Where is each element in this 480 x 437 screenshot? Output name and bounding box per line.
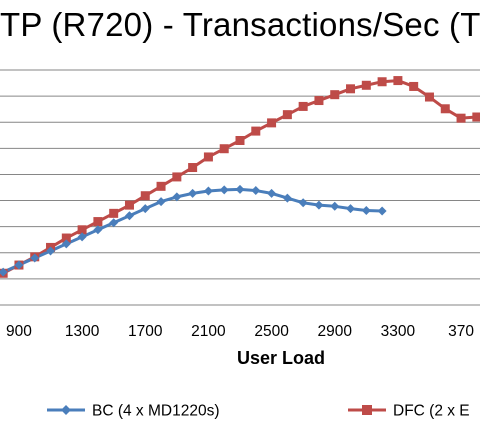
data-point-dfc xyxy=(456,113,466,123)
gridlines xyxy=(0,69,480,306)
legend: BC (4 x MD1220s) DFC (2 x E xyxy=(47,403,470,420)
data-point-bc xyxy=(93,225,103,235)
data-point-dfc xyxy=(377,77,387,87)
data-point-bc xyxy=(314,200,324,210)
data-point-dfc xyxy=(203,152,213,162)
data-point-bc xyxy=(0,267,8,277)
data-point-bc xyxy=(188,188,198,198)
data-point-bc xyxy=(361,206,371,216)
data-point-dfc xyxy=(298,101,308,111)
data-point-bc xyxy=(298,198,308,208)
x-tick-label: 1300 xyxy=(65,323,100,340)
data-point-bc xyxy=(156,197,166,207)
legend-label-bc: BC (4 x MD1220s) xyxy=(92,403,219,420)
x-tick-label: 2500 xyxy=(254,323,289,340)
data-point-bc xyxy=(251,186,261,196)
series-markers xyxy=(0,76,480,278)
data-point-bc xyxy=(267,188,277,198)
data-point-dfc xyxy=(109,208,119,218)
data-point-bc xyxy=(377,206,387,216)
x-axis-ticks: 900 1300 1700 2100 2500 2900 3300 370 xyxy=(6,323,474,340)
data-point-dfc xyxy=(93,217,103,227)
data-point-dfc xyxy=(140,191,150,201)
data-point-bc xyxy=(77,232,87,242)
chart-title: TP (R720) - Transactions/Sec (T xyxy=(0,6,480,43)
data-point-dfc xyxy=(282,110,292,120)
data-point-bc xyxy=(61,239,71,249)
data-point-dfc xyxy=(172,172,182,182)
legend-marker-bc xyxy=(61,405,71,415)
data-point-dfc xyxy=(346,84,356,94)
legend-label-dfc: DFC (2 x E xyxy=(393,403,470,420)
x-tick-label: 1700 xyxy=(128,323,163,340)
data-point-dfc xyxy=(219,144,229,154)
data-point-bc xyxy=(46,246,56,256)
data-point-dfc xyxy=(77,225,87,235)
data-point-bc xyxy=(282,193,292,203)
x-tick-label: 2900 xyxy=(317,323,352,340)
data-point-dfc xyxy=(124,200,134,210)
data-point-dfc xyxy=(424,92,434,102)
data-point-dfc xyxy=(393,76,403,86)
data-point-dfc xyxy=(156,181,166,191)
x-tick-label: 370 xyxy=(448,323,474,340)
data-point-dfc xyxy=(409,81,419,91)
data-point-dfc xyxy=(61,233,71,243)
data-point-bc xyxy=(203,186,213,196)
data-point-bc xyxy=(30,253,40,263)
data-point-bc xyxy=(124,211,134,221)
series-lines xyxy=(2,79,477,275)
legend-marker-dfc xyxy=(362,405,372,415)
data-point-dfc xyxy=(440,104,450,114)
series-line-dfc xyxy=(2,79,477,275)
data-point-dfc xyxy=(251,126,261,136)
data-point-bc xyxy=(14,260,24,270)
data-point-bc xyxy=(109,218,119,228)
series-line-bc xyxy=(2,187,383,274)
x-axis-title: User Load xyxy=(237,348,325,368)
data-point-bc xyxy=(330,201,340,211)
data-point-bc xyxy=(346,204,356,214)
data-point-bc xyxy=(219,185,229,195)
data-point-dfc xyxy=(314,96,324,106)
x-tick-label: 2100 xyxy=(191,323,226,340)
data-point-dfc xyxy=(361,80,371,90)
data-point-dfc xyxy=(235,136,245,145)
data-point-dfc xyxy=(330,90,340,100)
data-point-bc xyxy=(172,192,182,202)
x-tick-label: 900 xyxy=(6,323,32,340)
x-tick-label: 3300 xyxy=(381,323,416,340)
data-point-dfc xyxy=(472,112,480,122)
data-point-bc xyxy=(235,184,245,194)
data-point-dfc xyxy=(188,163,198,173)
data-point-dfc xyxy=(267,118,277,128)
data-point-bc xyxy=(140,204,150,214)
